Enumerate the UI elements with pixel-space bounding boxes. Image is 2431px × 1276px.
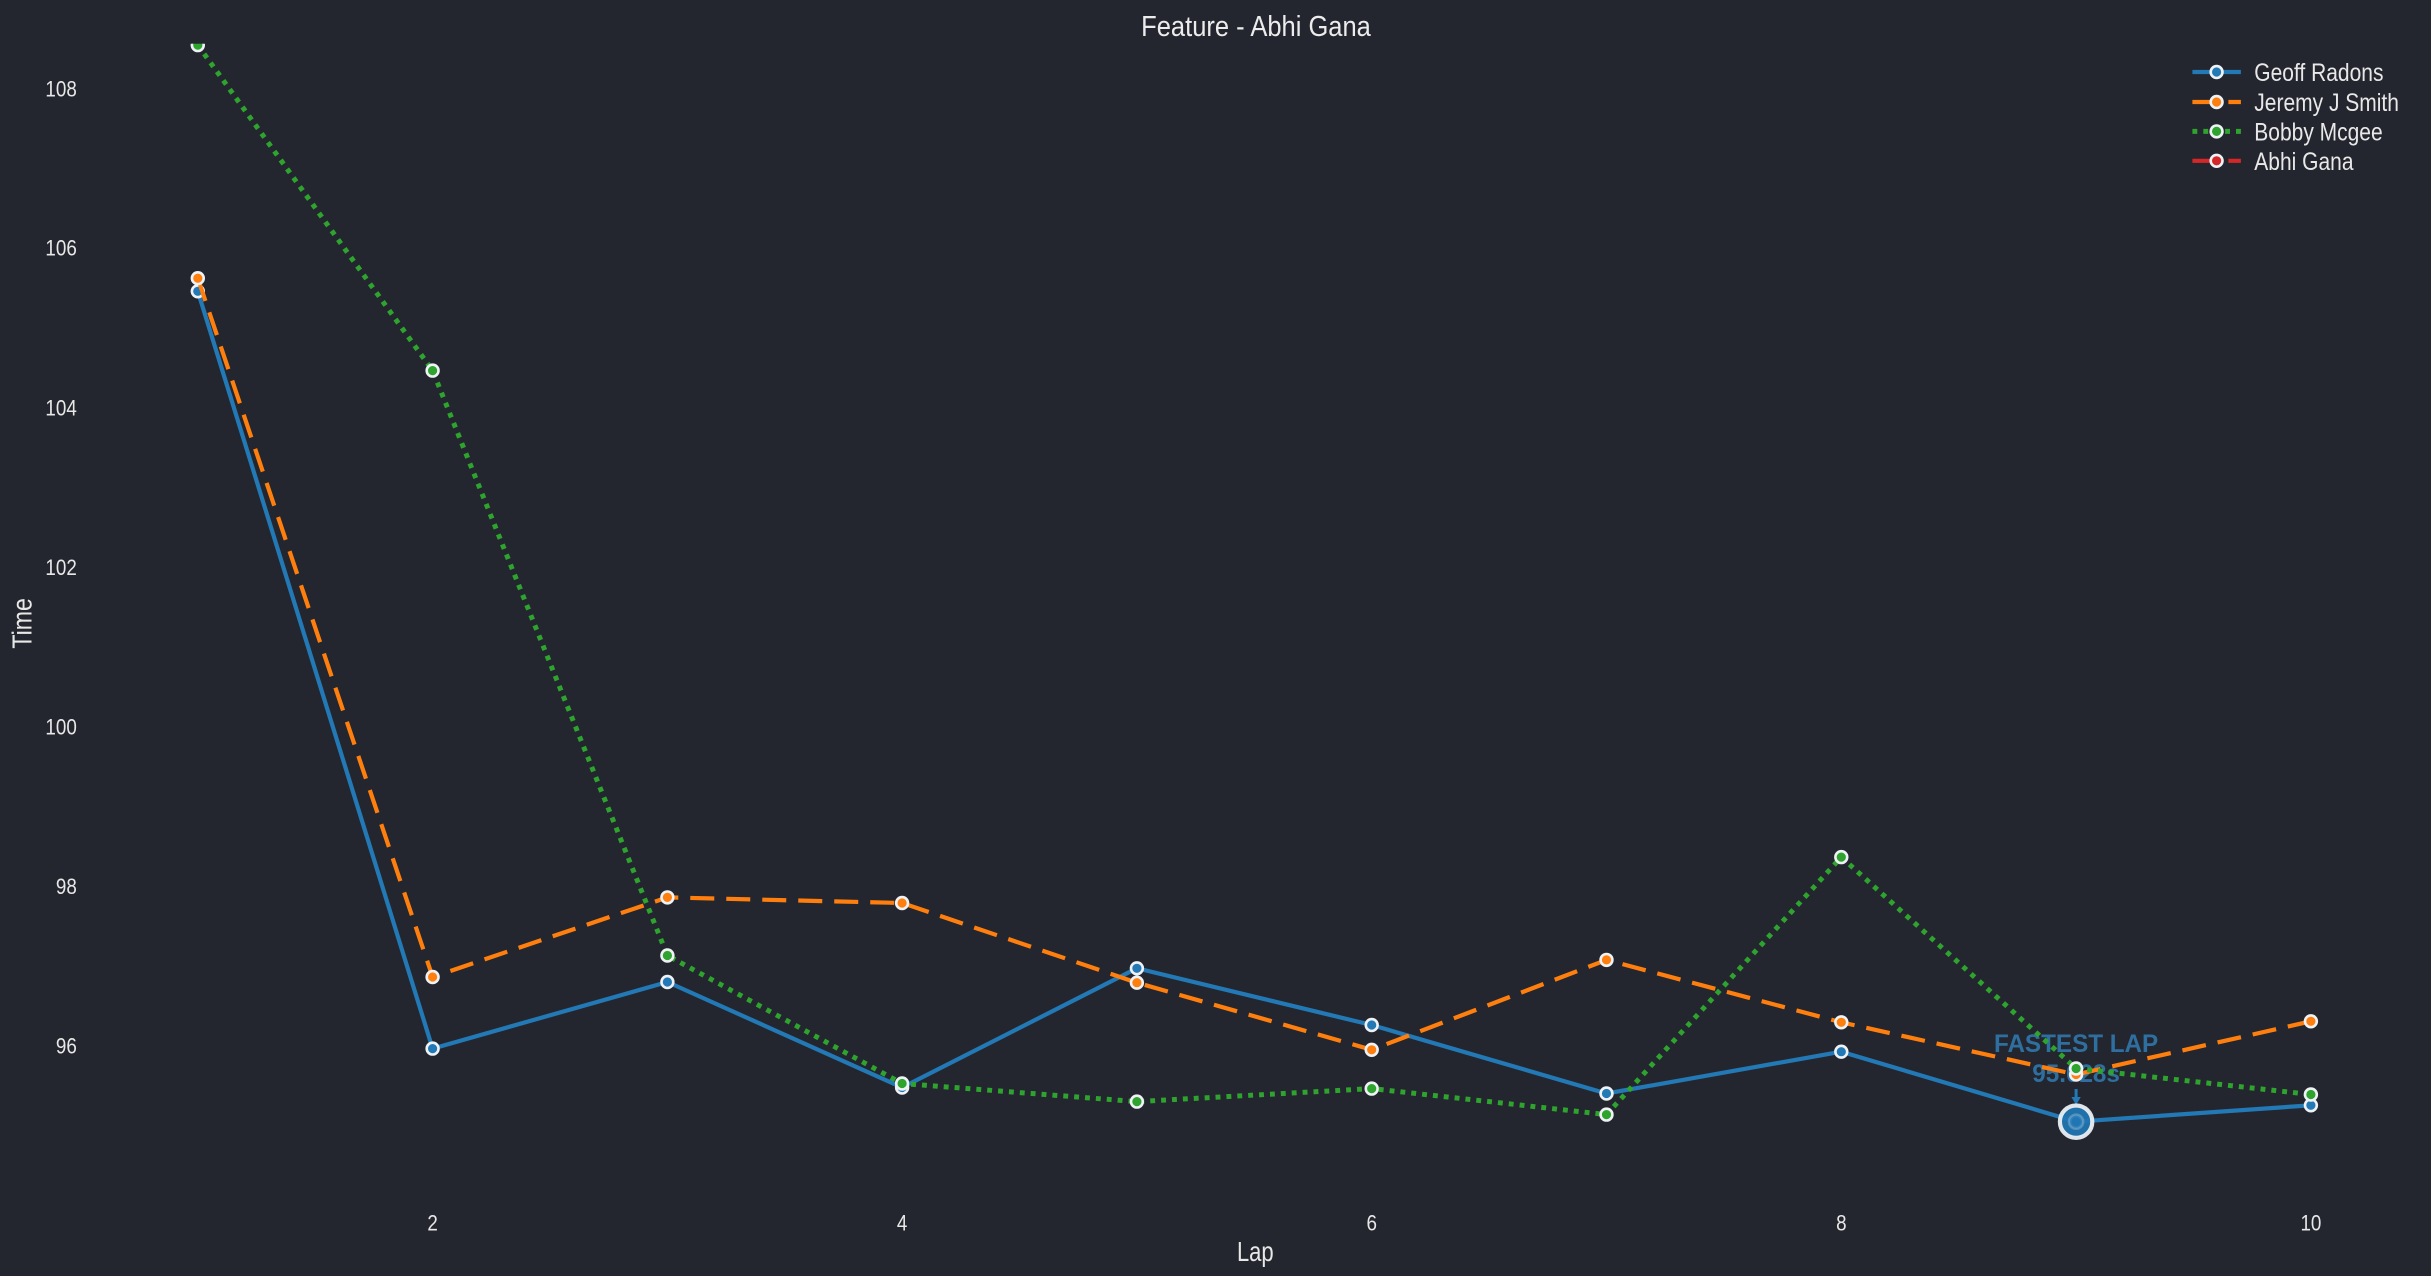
svg-text:Feature - Abhi Gana: Feature - Abhi Gana: [1141, 9, 1371, 42]
svg-text:Time: Time: [8, 598, 38, 648]
svg-text:102: 102: [45, 555, 76, 580]
svg-text:FASTEST LAP: FASTEST LAP: [1994, 1031, 2158, 1058]
svg-text:Bobby Mcgee: Bobby Mcgee: [2254, 118, 2382, 146]
svg-text:100: 100: [45, 715, 76, 740]
svg-text:96: 96: [56, 1034, 77, 1059]
svg-text:2: 2: [427, 1211, 437, 1236]
svg-text:Abhi Gana: Abhi Gana: [2254, 147, 2353, 175]
svg-text:98: 98: [56, 874, 77, 899]
svg-text:104: 104: [45, 396, 76, 421]
svg-text:108: 108: [45, 77, 76, 102]
svg-text:8: 8: [1836, 1211, 1846, 1236]
svg-text:Jeremy J Smith: Jeremy J Smith: [2254, 88, 2399, 116]
svg-text:6: 6: [1366, 1211, 1376, 1236]
svg-text:Lap: Lap: [1237, 1237, 1274, 1268]
svg-text:Geoff Radons: Geoff Radons: [2254, 58, 2383, 86]
svg-text:4: 4: [897, 1211, 907, 1236]
svg-text:10: 10: [2300, 1211, 2321, 1236]
svg-text:106: 106: [45, 236, 76, 261]
